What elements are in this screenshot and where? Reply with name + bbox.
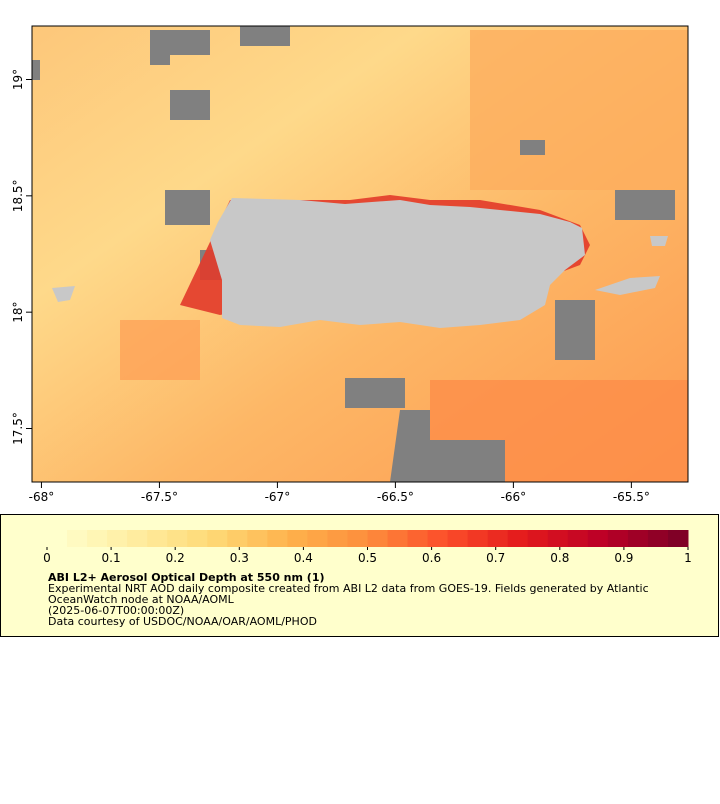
colorbar-swatch — [327, 530, 348, 547]
colorbar-swatch — [587, 530, 609, 547]
x-tick-label: -66.5° — [377, 490, 414, 504]
aod-raster — [32, 26, 688, 482]
colorbar-swatch — [427, 530, 449, 547]
raster-patch — [120, 320, 200, 380]
x-tick-label: -66° — [501, 490, 527, 504]
colorbar-swatch — [247, 530, 268, 547]
colorbar-swatch — [487, 530, 509, 547]
colorbar-tick-label: 0.3 — [230, 551, 249, 565]
legend-line: Experimental NRT AOD daily composite cre… — [48, 582, 649, 595]
colorbar-swatch — [147, 530, 168, 547]
colorbar-swatch — [607, 530, 629, 547]
colorbar-swatch — [107, 530, 128, 547]
missing-data — [32, 26, 675, 482]
colorbar-swatch — [387, 530, 409, 547]
x-tick-label: -67° — [265, 490, 291, 504]
colorbar-tick-label: 0.1 — [102, 551, 121, 565]
colorbar-tick-label: 0.7 — [486, 551, 505, 565]
colorbar-swatch — [467, 530, 489, 547]
colorbar-swatch — [67, 530, 88, 547]
colorbar-swatch — [207, 530, 228, 547]
colorbar-swatch — [47, 530, 68, 547]
colorbar-swatch — [87, 530, 108, 547]
colorbar-swatch — [667, 530, 689, 547]
colorbar-swatch — [267, 530, 288, 547]
axes: -68° -67.5° -67° -66.5° -66° -65.5° 17.5° 18° 18… — [11, 69, 650, 504]
land-puerto-rico — [210, 198, 585, 328]
colorbar-tick-label: 0.6 — [422, 551, 441, 565]
colorbar-swatch — [547, 530, 569, 547]
colorbar-tick-label: 0.8 — [550, 551, 569, 565]
colorbar-tick-label: 0.4 — [294, 551, 313, 565]
y-tick-label: 18° — [11, 302, 25, 323]
legend-line: OceanWatch node at NOAA/AOML — [48, 593, 235, 606]
colorbar-swatch — [287, 530, 308, 547]
colorbar-tick-label: 0 — [43, 551, 51, 565]
colorbar-swatch — [527, 530, 549, 547]
colorbar-tick-label: 0.9 — [614, 551, 633, 565]
x-tick-label: -68° — [29, 490, 55, 504]
x-tick-label: -65.5° — [613, 490, 650, 504]
colorbar: 0 0.1 0.2 0.3 0.4 0.5 0.6 0.7 0.8 0.9 1 — [43, 530, 692, 565]
y-tick-label: 17.5° — [11, 412, 25, 445]
x-tick-label: -67.5° — [141, 490, 178, 504]
colorbar-swatch — [227, 530, 248, 547]
colorbar-swatch — [627, 530, 649, 547]
colorbar-swatch — [367, 530, 389, 547]
colorbar-swatch — [567, 530, 589, 547]
colorbar-swatch — [127, 530, 148, 547]
colorbar-tick-label: 0.5 — [358, 551, 377, 565]
legend-line: Data courtesy of USDOC/NOAA/OAR/AOML/PHO… — [48, 615, 317, 628]
plot-frame — [31, 25, 689, 483]
colorbar-swatch — [647, 530, 669, 547]
land-vieques — [595, 276, 660, 295]
land-culebra — [650, 236, 668, 246]
colorbar-swatch — [507, 530, 529, 547]
colorbar-swatch — [347, 530, 368, 547]
colorbar-swatch — [187, 530, 208, 547]
colorbar-tick-label: 1 — [684, 551, 692, 565]
y-tick-label: 18.5° — [11, 179, 25, 212]
colorbar-swatch — [167, 530, 188, 547]
colorbar-tick-label: 0.2 — [166, 551, 185, 565]
raster-patch — [470, 30, 688, 190]
colorbar-swatch — [407, 530, 429, 547]
land-mona — [52, 286, 75, 302]
y-tick-label: 19° — [11, 69, 25, 90]
colorbar-swatch — [447, 530, 469, 547]
legend-title: ABI L2+ Aerosol Optical Depth at 550 nm … — [48, 571, 325, 584]
legend-line: (2025-06-07T00:00:00Z) — [48, 604, 184, 617]
colorbar-swatch — [307, 530, 328, 547]
